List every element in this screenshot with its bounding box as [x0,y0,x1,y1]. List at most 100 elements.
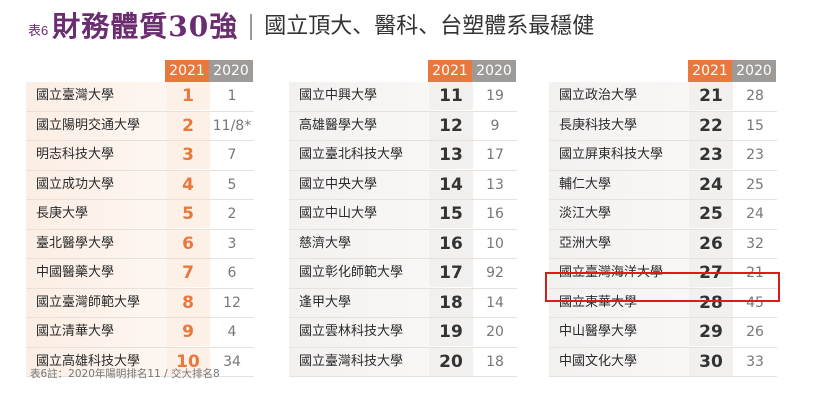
school-name: 國立屏東科技大學 [559,147,664,163]
rank-2021: 9 [166,318,210,347]
ranking-table-3: 2021 2020 國立政治大學 21 28 長庚科技大學 22 15 國立屏東科技大學 23… [549,60,777,377]
school-name: 中國文化大學 [559,353,638,369]
table-row: 國立中山大學 15 16 [289,200,517,230]
table-row: 國立高雄科技大學 10 34 [26,347,254,377]
rank-2020: 6 [227,265,237,282]
table-row: 國立臺灣科技大學 20 18 [289,347,517,377]
year-2021-label: 2021 [428,60,472,82]
table-row: 國立中興大學 11 19 [289,82,517,112]
rank-2020: 1 [227,88,237,105]
table-row: 淡江大學 25 24 [549,200,777,230]
rank-2020: 12 [223,294,241,311]
rank-2021: 10 [166,347,210,376]
year-header: 2021 2020 [289,60,517,82]
table-row: 中國醫藥大學 7 6 [26,259,254,289]
school-name: 長庚大學 [36,206,89,222]
school-name: 國立彰化師範大學 [299,265,404,281]
footnote: 表6註：2020年陽明排名11 / 交大排名8 [30,368,220,380]
school-name: 中國醫藥大學 [36,265,115,281]
page-header: 表6 財務體質30強 國立頂大、醫科、台塑體系最穩健 [28,10,594,44]
school-name: 國立陽明交通大學 [36,117,141,133]
school-name: 臺北醫學大學 [36,235,115,251]
rank-2021: 20 [429,347,473,376]
year-2020-label: 2020 [209,60,253,82]
rank-2021: 1 [166,82,210,111]
table-row: 長庚科技大學 22 15 [549,111,777,141]
rank-2021: 26 [689,229,733,258]
school-name: 國立東華大學 [559,294,638,310]
table-row: 國立成功大學 4 5 [26,170,254,200]
rank-2021: 12 [429,111,473,140]
rank-2020: 3 [227,235,237,252]
table-row: 中國文化大學 30 33 [549,347,777,377]
table-row: 中山醫學大學 29 26 [549,318,777,348]
rank-2021: 15 [429,200,473,229]
ranking-table-2: 2021 2020 國立中興大學 11 19 高雄醫學大學 12 9 國立臺北科技大學 13 1… [289,60,517,377]
table-row: 長庚大學 5 2 [26,200,254,230]
table-row: 國立彰化師範大學 17 92 [289,259,517,289]
rank-2021: 5 [166,200,210,229]
school-name: 高雄醫學大學 [299,117,378,133]
rank-2021: 6 [166,229,210,258]
rank-2020: 23 [746,147,764,164]
rank-2021: 30 [689,347,733,376]
table-row: 慈濟大學 16 10 [289,229,517,259]
table-row: 高雄醫學大學 12 9 [289,111,517,141]
rank-2020: 20 [486,324,504,341]
school-name: 國立臺北科技大學 [299,147,404,163]
rank-2020: 24 [746,206,764,223]
table-row: 國立中央大學 14 13 [289,170,517,200]
rank-2020: 9 [490,117,500,134]
table-row: 國立屏東科技大學 23 23 [549,141,777,171]
table-row: 逢甲大學 18 14 [289,288,517,318]
school-name: 國立高雄科技大學 [36,353,141,369]
school-name: 淡江大學 [559,206,612,222]
table-row: 亞洲大學 26 32 [549,229,777,259]
school-name: 中山醫學大學 [559,324,638,340]
page-subtitle: 國立頂大、醫科、台塑體系最穩健 [264,14,595,39]
school-name: 國立臺灣師範大學 [36,294,141,310]
rank-2020: 32 [746,235,764,252]
school-name: 國立雲林科技大學 [299,324,404,340]
rank-2020: 14 [486,294,504,311]
highlight-box [545,272,780,302]
rank-2021: 8 [166,288,210,317]
table-row: 明志科技大學 3 7 [26,141,254,171]
rank-2021: 17 [429,259,473,288]
rank-2020: 33 [746,353,764,370]
school-name: 國立臺灣大學 [36,88,115,104]
rank-2020: 4 [227,324,237,341]
rank-2020: 17 [486,147,504,164]
rank-2020: 16 [486,206,504,223]
table-row: 臺北醫學大學 6 3 [26,229,254,259]
school-name: 國立中山大學 [299,206,378,222]
school-name: 國立臺灣科技大學 [299,353,404,369]
rank-2020: 5 [227,176,237,193]
school-name: 國立政治大學 [559,88,638,104]
rank-2020: 18 [486,353,504,370]
school-name: 明志科技大學 [36,147,115,163]
rank-2021: 11 [429,82,473,111]
school-name: 逢甲大學 [299,294,352,310]
rank-2021: 29 [689,318,733,347]
rank-2021: 23 [689,141,733,170]
rank-2020: 26 [746,324,764,341]
rank-2020: 45 [746,294,764,311]
year-2021-label: 2021 [165,60,209,82]
table-row: 國立臺灣師範大學 8 12 [26,288,254,318]
rank-2020: 13 [486,176,504,193]
rank-2020: 10 [486,235,504,252]
rank-2020: 34 [223,353,241,370]
rank-2020: 7 [227,147,237,164]
rank-2021: 21 [689,82,733,111]
rank-2021: 25 [689,200,733,229]
school-name: 慈濟大學 [299,235,352,251]
rank-2021: 3 [166,141,210,170]
page-title: 財務體質30強 [52,10,239,43]
year-header: 2021 2020 [549,60,777,82]
rank-2021: 18 [429,288,473,317]
table-row: 國立雲林科技大學 19 20 [289,318,517,348]
table-row: 國立臺北科技大學 13 17 [289,141,517,171]
table-row: 國立政治大學 21 28 [549,82,777,112]
rank-2020: 28 [746,88,764,105]
